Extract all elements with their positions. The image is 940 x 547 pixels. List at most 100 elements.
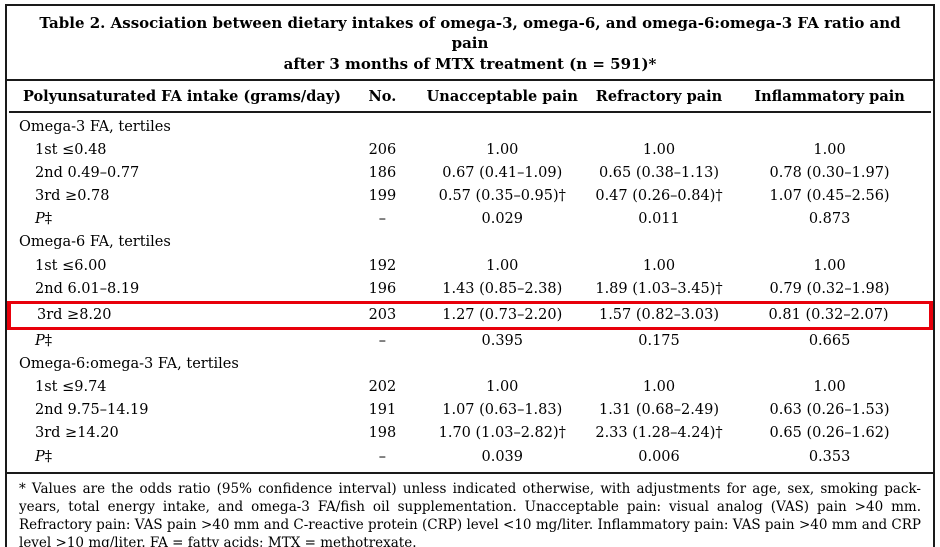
row-label: 3rd ≥0.78 xyxy=(35,188,110,205)
table-row: P‡ – 0.039 0.006 0.353 xyxy=(9,446,931,472)
cell-value: 0.011 xyxy=(638,211,680,228)
cell-value: 0.665 xyxy=(808,332,851,349)
cell-value: 206 xyxy=(368,141,397,158)
highlighted-row: 3rd ≥8.20 203 1.27 (0.73–2.20) 1.57 (0.82–3… xyxy=(6,300,933,330)
cell-value xyxy=(415,353,590,376)
row-label: 1st ≤6.00 xyxy=(35,257,107,274)
table-header: Polyunsaturated FA intake (grams/day) No… xyxy=(9,80,931,113)
cell-value xyxy=(728,353,931,376)
col-header-intake: Polyunsaturated FA intake (grams/day) xyxy=(9,80,351,113)
cell-value xyxy=(415,231,590,254)
row-label: Omega-6:omega-3 FA, tertiles xyxy=(19,356,239,372)
cell-value: 0.175 xyxy=(638,332,680,349)
cell-value: 0.78 (0.30–1.97) xyxy=(769,165,890,181)
cell-value: 1.31 (0.68–2.49) xyxy=(598,402,719,419)
paper-table-figure: Table 2. Association between dietary int… xyxy=(5,4,935,547)
cell-value: 1.07 (0.63–1.83) xyxy=(442,402,563,419)
cell-value: 0.63 (0.26–1.53) xyxy=(769,402,890,419)
row-label: 1st ≤9.74 xyxy=(35,379,107,396)
row-label: 2nd 0.49–0.77 xyxy=(35,165,140,181)
cell-value: 192 xyxy=(368,257,397,274)
cell-value xyxy=(350,353,415,376)
cell-value: 1.00 xyxy=(486,379,519,396)
cell-value: 0.029 xyxy=(481,211,524,228)
table-row: 1st ≤6.00 192 1.00 1.00 1.00 xyxy=(9,255,931,278)
section-row: Omega-6 FA, tertiles xyxy=(9,231,931,254)
row-label: 2nd 6.01–8.19 xyxy=(35,280,140,297)
cell-value: 0.395 xyxy=(481,332,524,349)
cell-value: 0.873 xyxy=(808,211,851,228)
cell-value xyxy=(350,231,415,254)
cell-value: – xyxy=(378,332,387,349)
cell-value xyxy=(590,112,728,139)
cell-value: 0.57 (0.35–0.95)† xyxy=(438,188,566,205)
cell-value: 0.81 (0.32–2.07) xyxy=(728,300,933,330)
cell-value xyxy=(590,353,728,376)
table-row: 3rd ≥14.20 198 1.70 (1.03–2.82)† 2.33 (1.28… xyxy=(9,422,931,445)
cell-value: 0.47 (0.26–0.84)† xyxy=(595,188,723,205)
col-header-no: No. xyxy=(350,80,415,113)
footnotes: * Values are the odds ratio (95% confide… xyxy=(7,471,933,547)
cell-value: 186 xyxy=(368,165,397,181)
cell-value xyxy=(590,231,728,254)
cell-value xyxy=(728,112,931,139)
table-row: P‡ – 0.395 0.175 0.665 xyxy=(9,328,931,353)
row-label: Omega-3 FA, tertiles xyxy=(19,118,171,135)
col-header-refractory-pain: Refractory pain xyxy=(589,80,729,113)
row-label: 1st ≤0.48 xyxy=(35,141,107,158)
cell-value: 198 xyxy=(368,425,397,442)
row-label: P‡ xyxy=(35,332,53,349)
row-label: P‡ xyxy=(35,211,53,228)
cell-value: 0.353 xyxy=(808,448,851,465)
cell-value: 1.00 xyxy=(813,257,846,274)
cell-value: 196 xyxy=(368,280,397,297)
cell-value: 1.27 (0.73–2.20) xyxy=(414,300,590,330)
row-label: 2nd 9.75–14.19 xyxy=(35,402,149,419)
cell-value: 1.57 (0.82–3.03) xyxy=(589,300,729,330)
cell-value: 1.00 xyxy=(486,141,519,158)
table-body: Omega-3 FA, tertiles 1st ≤0.48 206 1.00 1.00… xyxy=(6,112,933,472)
table-row: P‡ – 0.029 0.011 0.873 xyxy=(9,208,931,231)
table-title-line2: after 3 months of MTX treatment (n = 591… xyxy=(283,54,657,73)
cell-value: – xyxy=(378,211,387,228)
cell-value: 0.65 (0.38–1.13) xyxy=(598,165,719,181)
cell-value: 1.07 (0.45–2.56) xyxy=(769,188,890,205)
table-row: 2nd 0.49–0.77 186 0.67 (0.41–1.09) 0.65 (0.… xyxy=(9,162,931,185)
cell-value: 1.00 xyxy=(486,257,519,274)
cell-value: 0.65 (0.26–1.62) xyxy=(769,425,890,442)
cell-value: 203 xyxy=(350,300,415,330)
table-row: 2nd 9.75–14.19 191 1.07 (0.63–1.83) 1.31 (0… xyxy=(9,399,931,422)
col-header-inflammatory-pain: Inflammatory pain xyxy=(728,80,931,113)
section-row: Omega-6:omega-3 FA, tertiles xyxy=(9,353,931,376)
cell-value: 0.79 (0.32–1.98) xyxy=(769,280,890,297)
table-title: Table 2. Association between dietary int… xyxy=(7,6,933,81)
cell-value: 0.039 xyxy=(481,448,524,465)
cell-value: 0.006 xyxy=(638,448,680,465)
table-row: 1st ≤9.74 202 1.00 1.00 1.00 xyxy=(9,376,931,399)
section-row: Omega-3 FA, tertiles xyxy=(9,112,931,139)
cell-value xyxy=(415,112,590,139)
footnote-values: * Values are the odds ratio (95% confide… xyxy=(19,480,921,547)
row-label: 3rd ≥8.20 xyxy=(6,300,351,330)
cell-value: 2.33 (1.28–4.24)† xyxy=(595,425,723,442)
results-table: Polyunsaturated FA intake (grams/day) No… xyxy=(6,80,933,472)
cell-value: 1.00 xyxy=(642,141,676,158)
table-row: 2nd 6.01–8.19 196 1.43 (0.85–2.38) 1.89 (1.… xyxy=(9,278,931,303)
cell-value: 1.89 (1.03–3.45)† xyxy=(595,280,723,297)
cell-value: 1.00 xyxy=(642,257,676,274)
cell-value: 191 xyxy=(368,402,397,419)
cell-value: 199 xyxy=(368,188,397,205)
row-label: Omega-6 FA, tertiles xyxy=(19,234,171,251)
cell-value xyxy=(350,112,415,139)
cell-value: – xyxy=(378,448,387,465)
cell-value xyxy=(728,231,931,254)
cell-value: 1.00 xyxy=(813,379,846,396)
table-row: 1st ≤0.48 206 1.00 1.00 1.00 xyxy=(9,139,931,162)
col-header-unacceptable-pain: Unacceptable pain xyxy=(414,80,590,113)
cell-value: 1.43 (0.85–2.38) xyxy=(442,280,563,297)
cell-value: 0.67 (0.41–1.09) xyxy=(442,165,563,181)
table-row: 3rd ≥0.78 199 0.57 (0.35–0.95)† 0.47 (0.26–… xyxy=(9,185,931,208)
table-title-line1: Table 2. Association between dietary int… xyxy=(39,14,901,53)
cell-value: 1.00 xyxy=(642,379,676,396)
cell-value: 1.70 (1.03–2.82)† xyxy=(438,425,566,442)
